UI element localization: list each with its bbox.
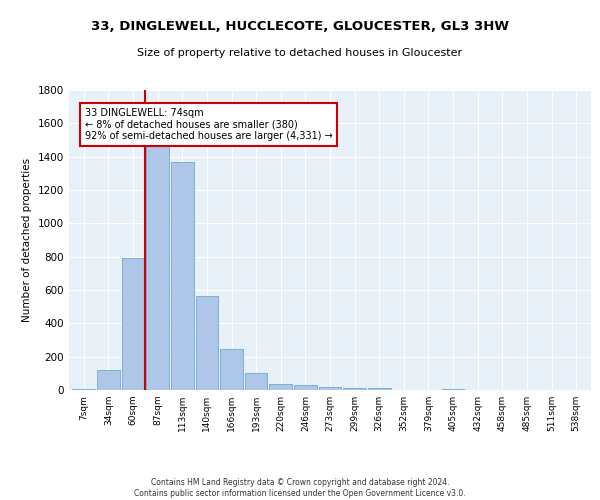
Bar [294, 386, 317, 390]
Bar [343, 388, 366, 390]
Bar [171, 162, 194, 390]
Text: Contains HM Land Registry data © Crown copyright and database right 2024.
Contai: Contains HM Land Registry data © Crown c… [134, 478, 466, 498]
Bar [269, 384, 292, 390]
Bar [97, 370, 120, 390]
Text: 33 DINGLEWELL: 74sqm
← 8% of detached houses are smaller (380)
92% of semi-detac: 33 DINGLEWELL: 74sqm ← 8% of detached ho… [85, 108, 332, 141]
Bar [319, 386, 341, 390]
Bar [368, 388, 391, 390]
Y-axis label: Number of detached properties: Number of detached properties [22, 158, 32, 322]
Text: Size of property relative to detached houses in Gloucester: Size of property relative to detached ho… [137, 48, 463, 58]
Bar [245, 374, 268, 390]
Bar [196, 296, 218, 390]
Bar [442, 389, 464, 390]
Bar [122, 258, 145, 390]
Text: 33, DINGLEWELL, HUCCLECOTE, GLOUCESTER, GL3 3HW: 33, DINGLEWELL, HUCCLECOTE, GLOUCESTER, … [91, 20, 509, 33]
Bar [220, 349, 243, 390]
Bar [73, 389, 95, 390]
Bar [146, 145, 169, 390]
